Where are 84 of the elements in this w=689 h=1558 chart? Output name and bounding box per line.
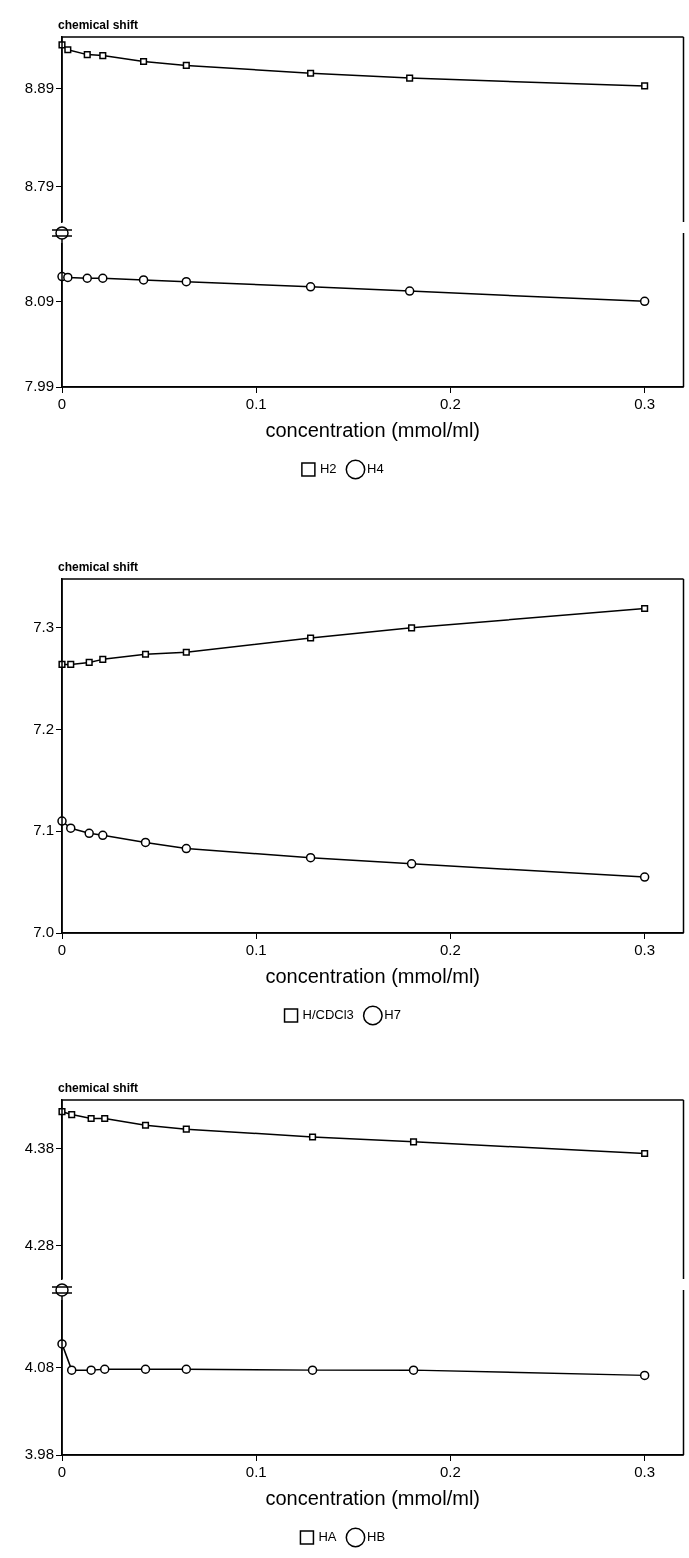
- x-tick-label: 0.3: [634, 941, 656, 959]
- legend-label: H4: [367, 461, 384, 477]
- y-axis-title: chemical shift: [58, 560, 139, 575]
- point: [66, 1365, 77, 1375]
- point: [639, 296, 650, 307]
- x-tick-label: 0.2: [440, 395, 461, 413]
- x-axis-title: concentration (mmol/ml): [265, 1486, 481, 1509]
- point: [305, 852, 316, 863]
- y-tick-label: 7.3: [33, 617, 54, 635]
- point: [408, 1365, 419, 1375]
- x-tick-label: 0.1: [245, 941, 267, 959]
- x-tick-label: 0.1: [245, 1463, 267, 1481]
- point: [307, 634, 315, 642]
- y-tick-label: 4.38: [24, 1138, 54, 1156]
- point: [82, 273, 92, 283]
- y-tick-label: 7.2: [33, 719, 54, 737]
- point: [182, 648, 190, 656]
- point: [138, 275, 149, 285]
- point: [83, 51, 91, 59]
- point: [639, 1370, 650, 1381]
- y-axis-title: chemical shift: [58, 18, 139, 33]
- point: [641, 1149, 649, 1158]
- point: [182, 61, 190, 69]
- legend-label: H2: [319, 461, 337, 477]
- point: [63, 272, 73, 283]
- point: [99, 52, 107, 60]
- x-tick-label: 0: [57, 941, 67, 959]
- point: [141, 1121, 150, 1129]
- point: [307, 69, 315, 77]
- point: [84, 828, 94, 839]
- point: [409, 1138, 418, 1146]
- y-tick-label: 7.99: [24, 377, 54, 395]
- point: [404, 286, 415, 296]
- point: [98, 830, 108, 841]
- point: [639, 872, 650, 882]
- point: [408, 624, 416, 632]
- point: [98, 273, 108, 283]
- x-axis-title: concentration (mmol/ml): [265, 964, 481, 987]
- point: [181, 843, 192, 854]
- point: [68, 1111, 76, 1119]
- x-tick-label: 0.1: [245, 395, 267, 413]
- point: [67, 660, 75, 669]
- y-tick-label: 4.08: [24, 1357, 54, 1375]
- y-tick-label: 4.28: [24, 1236, 54, 1254]
- y-axis-title: chemical shift: [58, 1081, 139, 1096]
- point: [406, 859, 417, 869]
- x-axis-title: concentration (mmol/ml): [265, 418, 481, 441]
- point: [307, 1365, 318, 1375]
- x-tick-label: 0: [57, 395, 67, 413]
- x-tick-label: 0: [57, 1463, 67, 1481]
- point: [101, 1114, 109, 1123]
- point: [87, 1114, 95, 1123]
- point: [140, 1364, 151, 1374]
- y-tick-label: 8.09: [24, 291, 54, 309]
- point: [85, 658, 93, 666]
- point: [181, 1364, 192, 1374]
- point: [308, 1133, 317, 1141]
- point: [99, 1364, 110, 1374]
- x-tick-label: 0.2: [440, 941, 461, 959]
- legend-label: HA: [318, 1529, 337, 1545]
- point: [65, 823, 76, 833]
- point: [305, 282, 316, 292]
- legend-label: H/CDCl3: [302, 1007, 354, 1023]
- point: [139, 57, 148, 66]
- point: [406, 74, 414, 82]
- point: [641, 82, 649, 90]
- point: [86, 1365, 96, 1375]
- point: [141, 650, 150, 658]
- point: [641, 604, 649, 613]
- point: [181, 276, 192, 287]
- x-tick-label: 0.3: [634, 1463, 656, 1481]
- point: [140, 837, 151, 848]
- legend-label: HB: [367, 1529, 386, 1545]
- point: [99, 655, 107, 663]
- x-tick-label: 0.3: [634, 395, 656, 413]
- point: [182, 1125, 190, 1133]
- point: [64, 46, 72, 54]
- y-tick-label: 8.89: [24, 79, 54, 97]
- y-tick-label: 7.1: [33, 821, 54, 839]
- y-tick-label: 8.79: [24, 176, 54, 194]
- y-tick-label: 3.98: [24, 1445, 54, 1463]
- legend-label: H7: [384, 1007, 401, 1023]
- x-tick-label: 0.2: [440, 1463, 461, 1481]
- y-tick-label: 7.0: [33, 923, 54, 941]
